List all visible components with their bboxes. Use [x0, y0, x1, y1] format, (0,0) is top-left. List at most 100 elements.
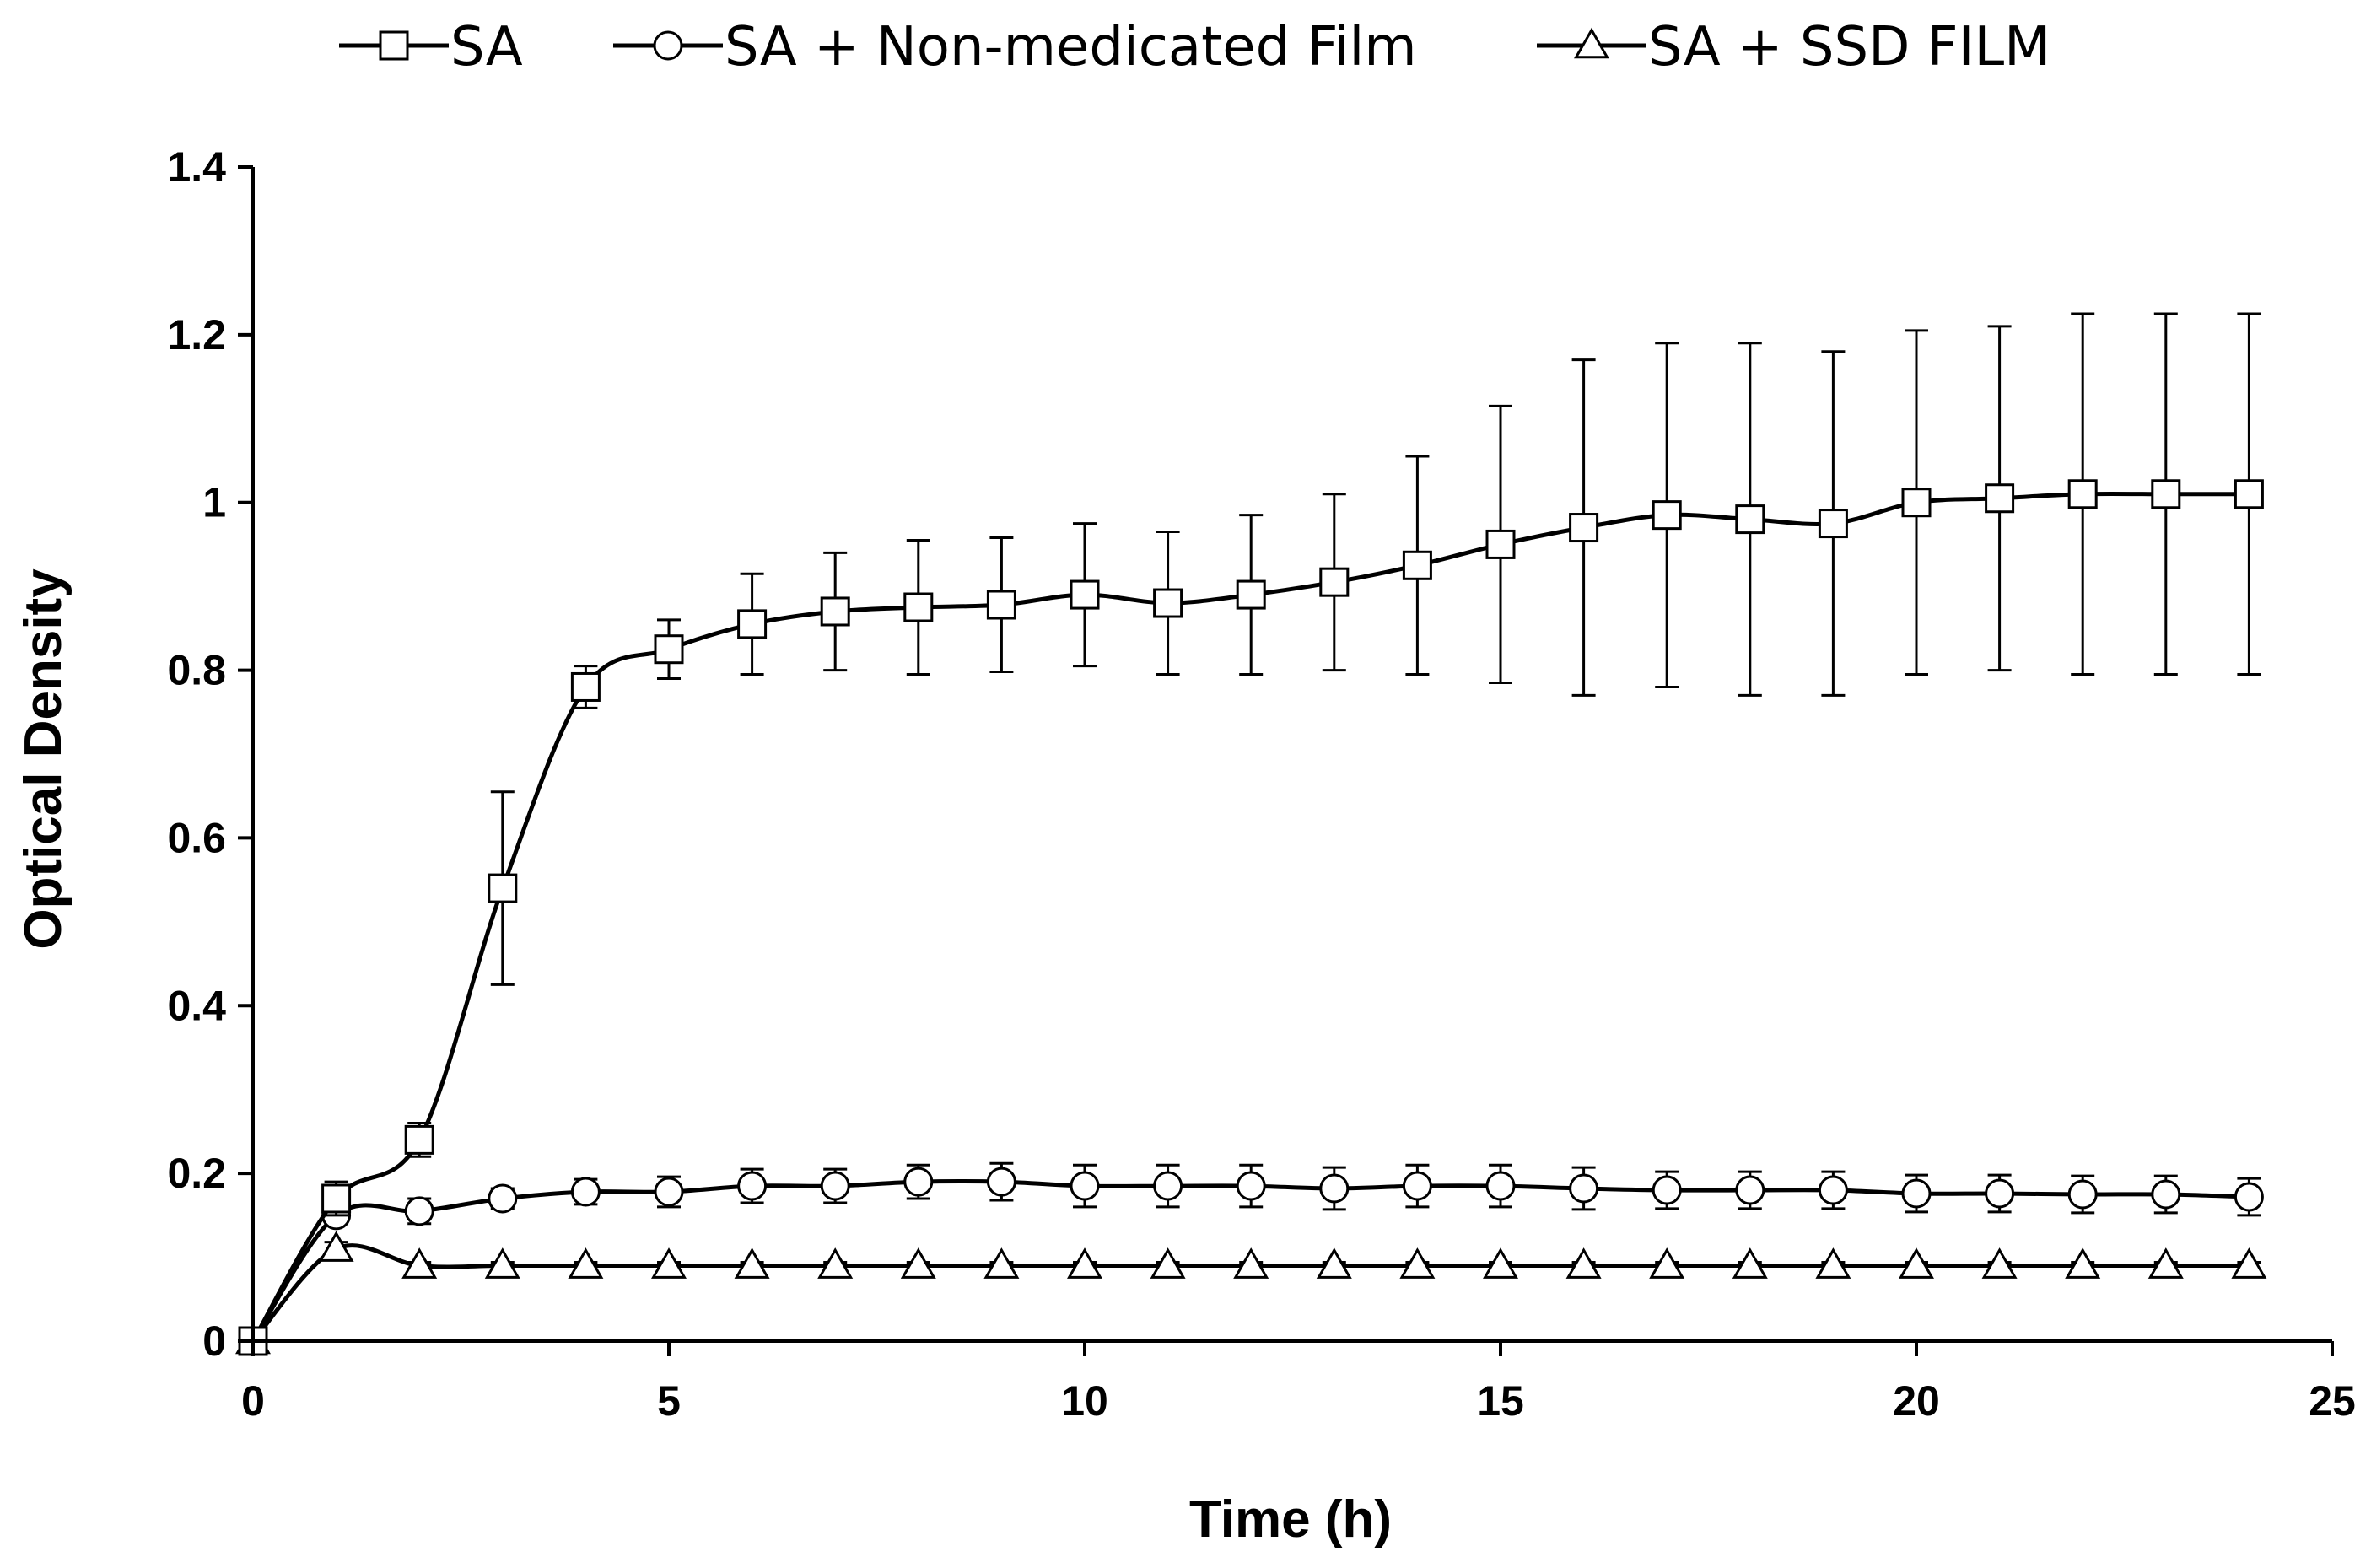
- data-point: [1485, 529, 1516, 559]
- data-point: [570, 671, 601, 702]
- data-point: [820, 596, 850, 627]
- data-point: [1569, 513, 1599, 543]
- data-point: [488, 873, 518, 903]
- data-point: [1732, 1247, 1768, 1279]
- y-tick-label: 0.2: [167, 1150, 226, 1197]
- legend-label: SA + SSD FILM: [1648, 16, 2050, 78]
- data-point: [1402, 550, 1432, 580]
- data-point: [1901, 1178, 1932, 1209]
- data-point: [1399, 1247, 1436, 1279]
- data-point: [401, 1247, 438, 1279]
- data-point: [737, 609, 768, 639]
- data-point: [1067, 1247, 1102, 1279]
- data-point: [1153, 588, 1183, 618]
- legend-marker: [653, 30, 683, 61]
- data-point: [2147, 1247, 2184, 1279]
- data-point: [1985, 1178, 2015, 1209]
- data-point: [404, 1124, 434, 1155]
- data-point: [1649, 1247, 1685, 1279]
- legend-item: SA: [339, 16, 523, 78]
- data-point: [900, 1247, 936, 1279]
- data-point: [318, 1231, 354, 1262]
- x-tick-label: 0: [241, 1377, 265, 1425]
- y-axis-title: Optical Density: [14, 568, 73, 950]
- data-point: [1316, 1247, 1352, 1279]
- data-point: [903, 592, 934, 622]
- data-point: [2067, 1179, 2098, 1210]
- data-point: [1981, 1247, 2018, 1279]
- x-tick-label: 20: [1893, 1377, 1940, 1425]
- data-point: [1236, 1171, 1266, 1201]
- y-tick-label: 0.8: [167, 647, 226, 694]
- data-point: [2067, 479, 2098, 509]
- y-tick-label: 1.4: [167, 143, 226, 191]
- data-point: [1236, 579, 1266, 610]
- data-point: [654, 634, 684, 665]
- data-point: [1815, 1247, 1851, 1279]
- y-tick-label: 1.2: [167, 311, 226, 358]
- data-point: [1153, 1171, 1183, 1201]
- data-point: [1233, 1247, 1269, 1279]
- data-point: [568, 1247, 604, 1279]
- x-tick-label: 10: [1061, 1377, 1108, 1425]
- series-square: [238, 312, 2264, 1356]
- data-point: [654, 1177, 684, 1207]
- data-point: [2151, 1179, 2181, 1210]
- data-point: [404, 1196, 434, 1226]
- legend: SA SA + Non-medicated Film SA + SSD FILM: [339, 16, 2050, 78]
- data-point: [1901, 488, 1932, 518]
- data-point: [1483, 1247, 1518, 1279]
- data-point: [820, 1171, 850, 1201]
- legend-marker: [1574, 27, 1609, 59]
- legend-item: SA + Non-medicated Film: [613, 16, 1417, 78]
- data-point: [2065, 1247, 2101, 1279]
- data-point: [1402, 1171, 1432, 1201]
- data-point: [903, 1167, 934, 1197]
- legend-label: SA + Non-medicated Film: [725, 16, 1417, 78]
- legend-label: SA: [450, 16, 523, 78]
- data-point: [1150, 1247, 1186, 1279]
- data-point: [1070, 579, 1100, 610]
- data-point: [737, 1171, 768, 1201]
- data-point: [986, 1167, 1016, 1197]
- data-point: [2231, 1247, 2267, 1279]
- data-point: [1735, 504, 1765, 535]
- data-point: [321, 1183, 352, 1214]
- data-point: [2234, 1182, 2264, 1212]
- series-triangle: [235, 1231, 2267, 1355]
- plot-area: [235, 312, 2267, 1356]
- data-point: [1652, 1175, 1682, 1205]
- data-point: [1565, 1247, 1602, 1279]
- legend-marker: [379, 30, 409, 61]
- data-point: [1319, 567, 1350, 597]
- data-point: [484, 1247, 520, 1279]
- data-point: [983, 1247, 1020, 1279]
- data-point: [1735, 1175, 1765, 1205]
- data-point: [2151, 479, 2181, 509]
- data-point: [651, 1247, 687, 1279]
- data-point: [1652, 500, 1682, 531]
- axes: 0 0.2 0.4 0.6 0.8 1 1.2 1.4 0 5 10 15 20 25: [167, 143, 2355, 1425]
- data-point: [1070, 1171, 1100, 1201]
- data-point: [1899, 1247, 1934, 1279]
- data-point: [2234, 479, 2264, 509]
- data-point: [1818, 1175, 1848, 1205]
- data-point: [1569, 1173, 1599, 1204]
- data-point: [570, 1177, 601, 1207]
- x-tick-label: 25: [2309, 1377, 2356, 1425]
- data-point: [986, 590, 1016, 620]
- data-point: [1485, 1171, 1516, 1201]
- data-point: [817, 1247, 854, 1279]
- data-point: [1319, 1173, 1350, 1204]
- y-tick-label: 0.4: [167, 982, 226, 1029]
- y-tick-label: 0.6: [167, 814, 226, 861]
- x-tick-label: 5: [657, 1377, 681, 1425]
- legend-item: SA + SSD FILM: [1537, 16, 2050, 78]
- data-point: [488, 1183, 518, 1214]
- y-tick-label: 0: [202, 1317, 226, 1365]
- x-axis-title: Time (h): [1189, 1490, 1392, 1549]
- data-point: [1985, 483, 2015, 514]
- y-tick-label: 1: [202, 479, 226, 526]
- data-point: [734, 1247, 770, 1279]
